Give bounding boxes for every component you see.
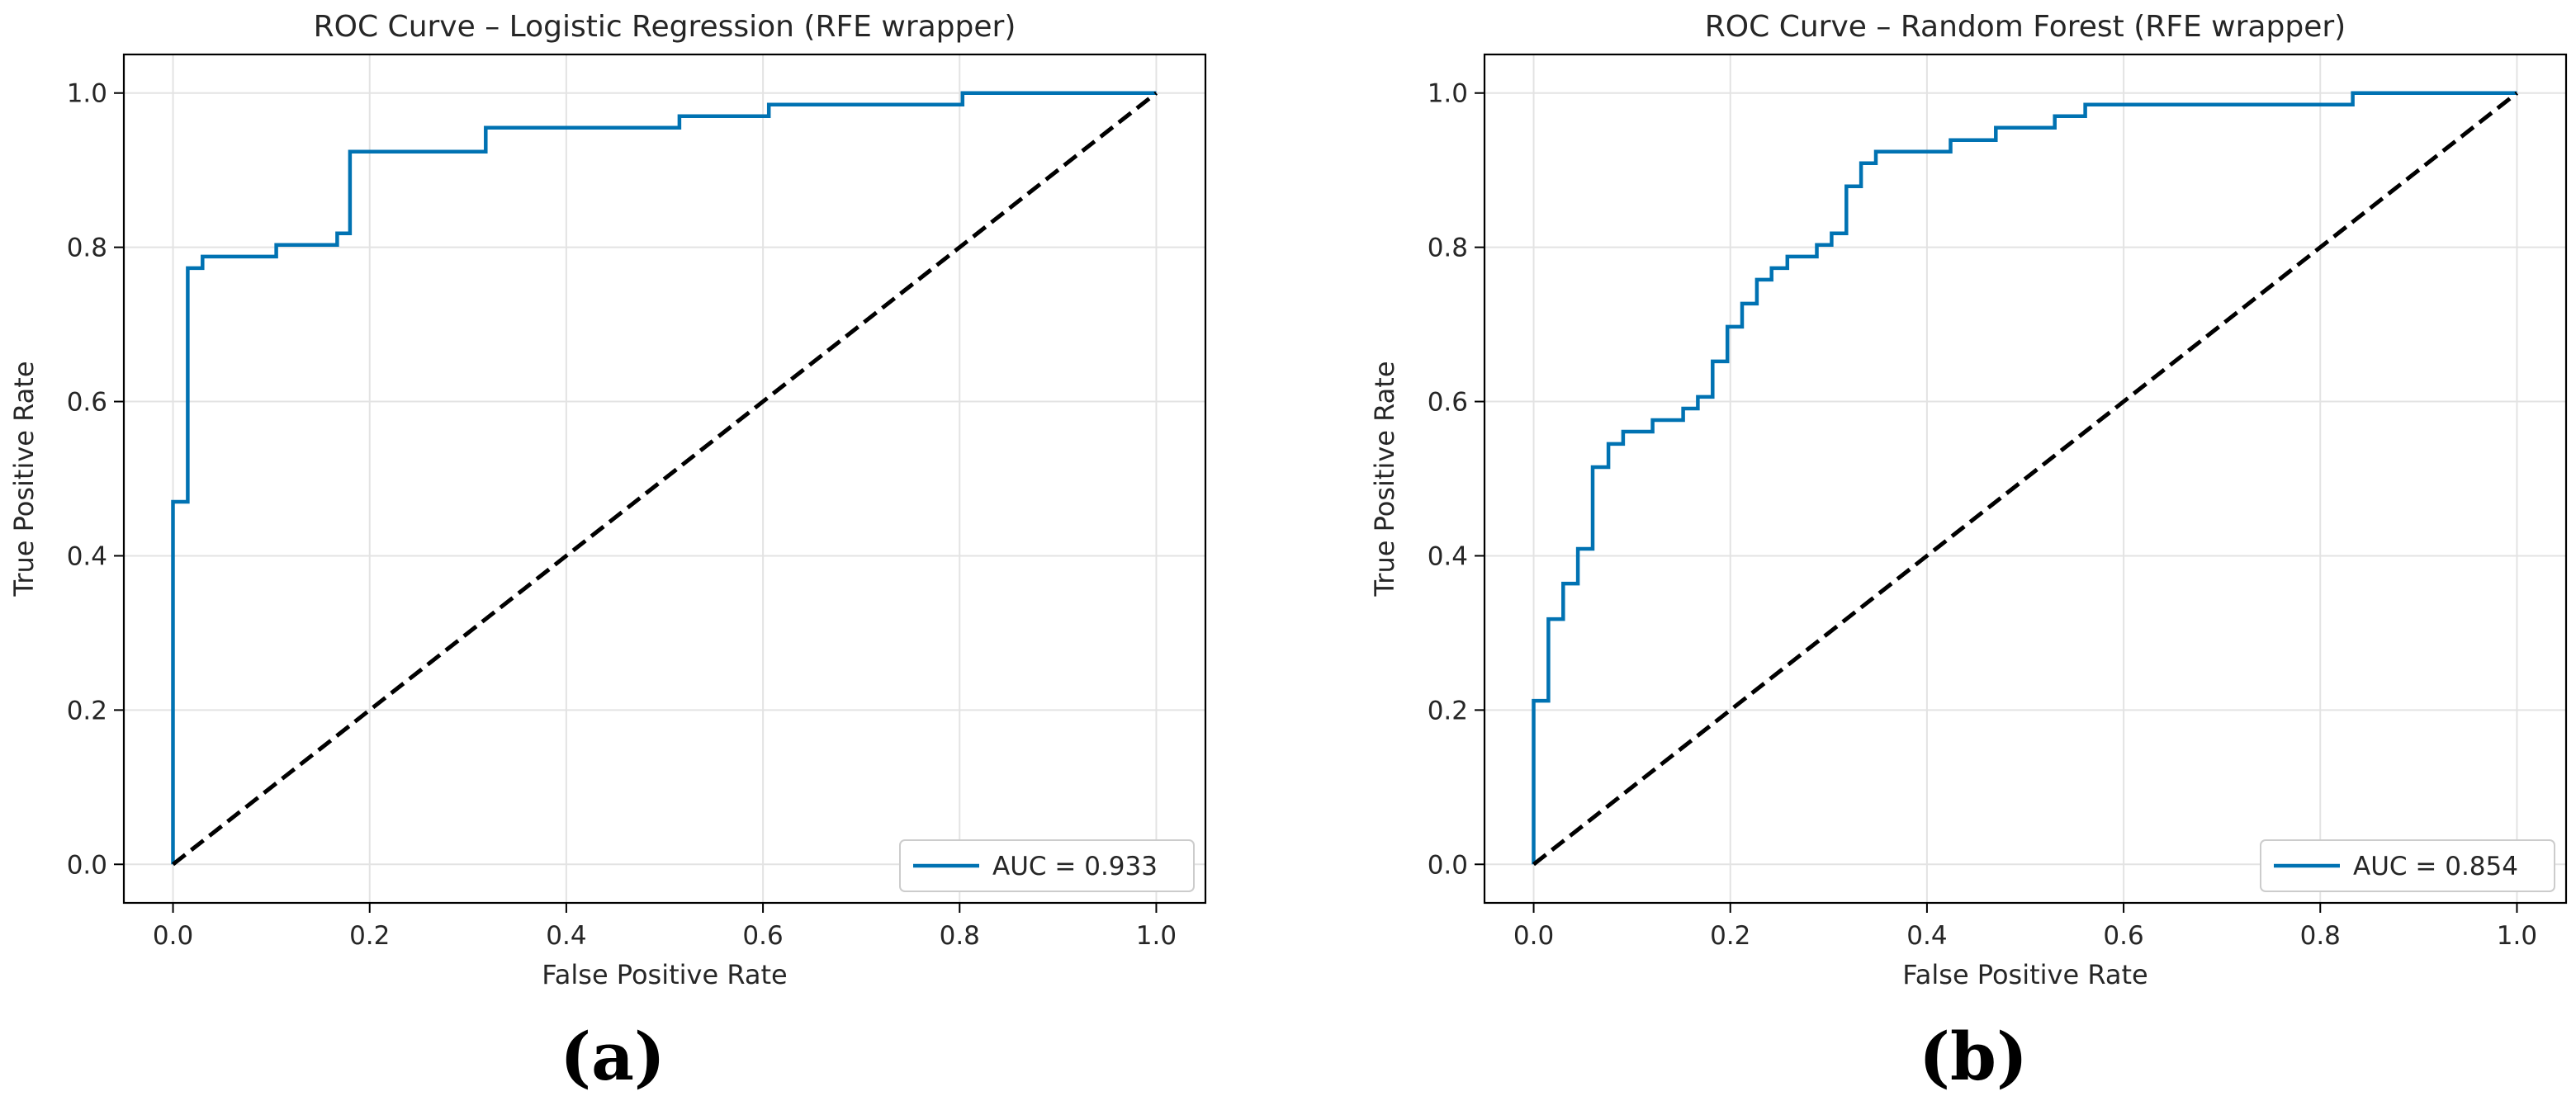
legend-box bbox=[899, 839, 1195, 892]
x-tick-label: 0.6 bbox=[2103, 921, 2143, 951]
panel-label-b: (b) bbox=[1919, 1018, 2028, 1095]
legend-label: AUC = 0.933 bbox=[992, 852, 1158, 881]
x-tick-label: 0.4 bbox=[1906, 921, 1947, 951]
roc-panel-2: 0.0 0.2 0.4 0.6 0.8 1.0 0.0 0.2 0.4 0.6 0.8 1.0 ROC … bbox=[1369, 10, 2568, 990]
legend: AUC = 0.854 bbox=[2260, 839, 2555, 892]
legend-label: AUC = 0.854 bbox=[2353, 852, 2518, 881]
x-axis-label: False Positive Rate bbox=[542, 959, 787, 990]
y-tick-label: 0.2 bbox=[1428, 696, 1468, 725]
panel-label-a: (a) bbox=[560, 1018, 665, 1095]
y-tick-label: 0.4 bbox=[67, 541, 107, 571]
y-axis-label: True Positive Rate bbox=[1369, 361, 1400, 597]
roc-panel-1: 0.0 0.2 0.4 0.6 0.8 1.0 0.0 0.2 0.4 0.6 0.8 1.0 ROC … bbox=[8, 10, 1207, 990]
chart-title: ROC Curve – Random Forest (RFE wrapper) bbox=[1705, 10, 2346, 44]
x-tick-label: 0.8 bbox=[2300, 921, 2341, 951]
plot-frame bbox=[1483, 53, 2568, 905]
y-tick-label: 0.2 bbox=[67, 696, 107, 725]
y-tick-label: 1.0 bbox=[1428, 79, 1468, 109]
roc-curve-line bbox=[171, 91, 1157, 865]
y-tick-label: 0.8 bbox=[67, 234, 107, 263]
x-tick-label: 0.8 bbox=[940, 921, 980, 951]
x-axis-label: False Positive Rate bbox=[1902, 959, 2147, 990]
plot-frame bbox=[122, 53, 1207, 905]
x-tick-label: 0.0 bbox=[1513, 921, 1554, 951]
x-tick-label: 0.0 bbox=[153, 921, 193, 951]
y-tick-label: 0.0 bbox=[67, 850, 107, 880]
x-tick-label: 1.0 bbox=[1136, 921, 1177, 951]
x-tick-label: 0.6 bbox=[742, 921, 783, 951]
x-tick-label: 0.4 bbox=[546, 921, 586, 951]
y-tick-label: 0.4 bbox=[1428, 541, 1468, 571]
legend-box bbox=[2260, 839, 2555, 892]
y-tick-label: 0.6 bbox=[67, 388, 107, 418]
y-tick-label: 0.8 bbox=[1428, 234, 1468, 263]
legend: AUC = 0.933 bbox=[899, 839, 1195, 892]
y-axis-label: True Positive Rate bbox=[8, 361, 40, 597]
y-tick-label: 1.0 bbox=[67, 79, 107, 109]
x-tick-label: 1.0 bbox=[2497, 921, 2537, 951]
x-tick-label: 0.2 bbox=[1710, 921, 1750, 951]
roc-curve-line bbox=[1532, 91, 2517, 865]
chart-title: ROC Curve – Logistic Regression (RFE wra… bbox=[314, 10, 1016, 44]
diagonal-reference-line bbox=[1532, 91, 2519, 867]
y-tick-label: 0.6 bbox=[1428, 388, 1468, 418]
x-tick-label: 0.2 bbox=[349, 921, 390, 951]
y-tick-label: 0.0 bbox=[1428, 850, 1468, 880]
diagonal-reference-line bbox=[171, 91, 1158, 867]
